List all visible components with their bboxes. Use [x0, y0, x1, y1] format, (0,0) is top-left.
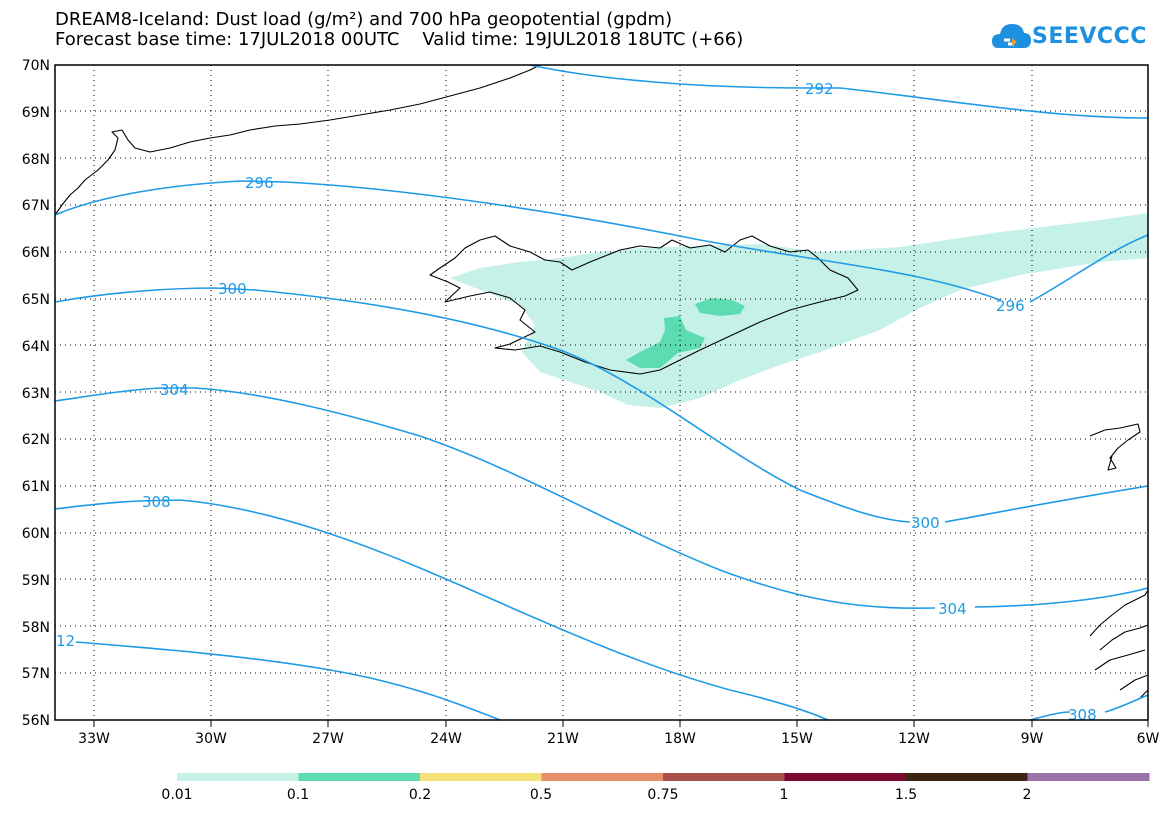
legend-label: 0.01 [161, 787, 192, 803]
lat-label: 58N [22, 620, 50, 636]
contour-label: 304 [160, 381, 189, 399]
longitude-labels: 33W 30W 27W 24W 21W 18W 15W 12W 9W 6W [78, 731, 1159, 747]
legend-swatch [541, 773, 664, 781]
legend-labels: 0.01 0.1 0.2 0.5 0.75 1 1.5 2 [161, 787, 1031, 803]
legend-swatch [420, 773, 542, 781]
contour-308 [54, 499, 829, 721]
lat-label: 60N [22, 526, 50, 542]
lat-label: 68N [22, 152, 50, 168]
lat-label: 64N [22, 339, 50, 355]
lat-label: 69N [22, 105, 50, 121]
lat-label: 67N [22, 198, 50, 214]
contour-300 [54, 287, 1149, 523]
latitude-labels: 70N 69N 68N 67N 66N 65N 64N 63N 62N 61N … [22, 58, 50, 729]
lon-label: 12W [898, 731, 930, 747]
cloud-logo-icon [992, 24, 1031, 48]
contour-label: 300 [911, 514, 940, 532]
geopotential-contours [54, 64, 1149, 721]
contour-label: 292 [805, 80, 834, 98]
legend-swatch [177, 773, 299, 781]
lat-label: 65N [22, 292, 50, 308]
lat-label: 62N [22, 432, 50, 448]
lat-label: 61N [22, 479, 50, 495]
lat-label: 59N [22, 573, 50, 589]
legend-label: 0.5 [530, 787, 552, 803]
legend-label: 2 [1023, 787, 1032, 803]
iceland-coast [429, 235, 859, 375]
logo-text: SEEVCCC [1032, 24, 1147, 49]
lat-label: 63N [22, 386, 50, 402]
legend-swatches [177, 773, 1150, 781]
contour-296-east [1029, 234, 1149, 303]
forecast-times: Forecast base time: 17JUL2018 00UTC Vali… [55, 29, 744, 50]
lon-label: 18W [664, 731, 696, 747]
lon-label: 27W [312, 731, 344, 747]
graticule [55, 65, 1148, 720]
dust-area-light [450, 213, 1148, 408]
contour-label: 296 [245, 174, 274, 192]
contour-296-west [54, 180, 1001, 301]
seevccc-logo: SEEVCCC [990, 18, 1150, 58]
norway-coast-north [1089, 423, 1141, 471]
lon-label: 30W [195, 731, 227, 747]
lon-label: 6W [1137, 731, 1160, 747]
legend-swatch [1027, 773, 1150, 781]
contour-label: 296 [996, 297, 1025, 315]
legend-label: 0.1 [287, 787, 309, 803]
map-frame [54, 64, 1149, 721]
lon-label: 33W [78, 731, 110, 747]
legend-swatch [298, 773, 421, 781]
lat-label: 70N [22, 58, 50, 74]
map-title: DREAM8-Iceland: Dust load (g/m²) and 700… [55, 9, 673, 30]
legend-label: 0.2 [409, 787, 431, 803]
legend-swatch [906, 773, 1028, 781]
contour-label: 304 [938, 600, 967, 618]
axis-ticks [93, 720, 1149, 727]
lon-label: 24W [430, 731, 462, 747]
legend-label: 0.75 [647, 787, 678, 803]
lat-label: 56N [22, 713, 50, 729]
lon-label: 15W [781, 731, 813, 747]
lat-label: 66N [22, 245, 50, 261]
contour-label: 308 [142, 493, 171, 511]
contour-304 [54, 387, 1149, 610]
coastlines [54, 64, 1149, 699]
contour-308-se [1029, 694, 1149, 721]
legend-label: 1.5 [895, 787, 917, 803]
legend-label: 1 [780, 787, 789, 803]
legend-swatch [784, 773, 907, 781]
greenland-coast [54, 64, 541, 216]
contour-labels: 292 296 296 300 300 304 304 308 308 12 [56, 80, 1097, 724]
lon-label: 9W [1021, 731, 1044, 747]
dust-area-medium-south [626, 316, 705, 368]
contour-label: 300 [218, 280, 247, 298]
contour-292 [529, 64, 1149, 119]
contour-312 [75, 641, 501, 721]
contour-label: 12 [56, 632, 75, 650]
legend-swatch [663, 773, 785, 781]
lat-label: 57N [22, 666, 50, 682]
norway-coast-south [1089, 589, 1149, 699]
dust-area-medium-north [695, 298, 745, 316]
lon-label: 21W [547, 731, 579, 747]
